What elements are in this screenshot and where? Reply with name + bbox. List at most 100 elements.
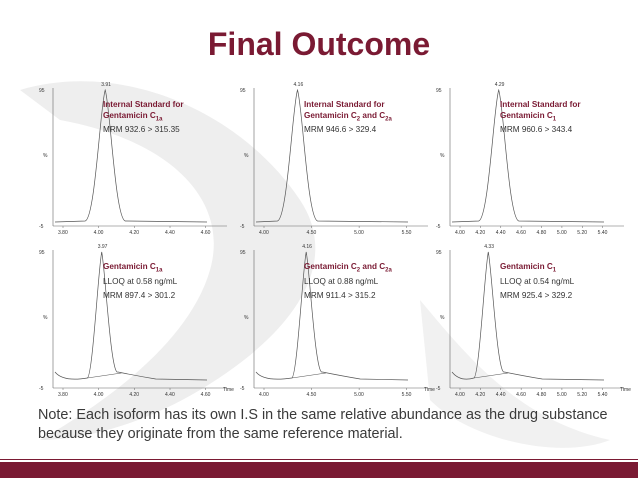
x-axis-label: Time bbox=[620, 387, 631, 393]
y-tick-top: 95 bbox=[39, 250, 45, 256]
caption-detail: MRM 946.6 > 329.4 bbox=[304, 125, 377, 134]
x-tick-label: 4.00 bbox=[259, 230, 269, 236]
x-tick-label: 4.20 bbox=[475, 392, 485, 398]
x-tick-label: 4.00 bbox=[259, 392, 269, 398]
caption-compound: Gentamicin C bbox=[500, 262, 553, 271]
x-tick-label: 4.40 bbox=[496, 392, 506, 398]
panel-caption: Gentamicin C1 LLOQ at 0.54 ng/mL MRM 925… bbox=[500, 262, 632, 302]
integration-baseline bbox=[473, 372, 509, 379]
integration-baseline bbox=[87, 372, 122, 379]
caption-subscript: 2 bbox=[356, 116, 361, 123]
chromatogram-plot: 95% -5 4.00 4.50 5.00 5.50 Time 4.16 bbox=[240, 244, 435, 398]
y-tick-bottom: -5 bbox=[39, 224, 44, 230]
peak-label: 4.16 bbox=[302, 244, 312, 250]
x-tick-label: 5.00 bbox=[557, 230, 567, 236]
x-tick-label: 5.20 bbox=[577, 230, 587, 236]
x-tick-label: 5.50 bbox=[402, 392, 412, 398]
panel-caption: Internal Standard for Gentamicin C1 MRM … bbox=[500, 100, 632, 136]
panel-caption: Gentamicin C2 and C2a LLOQ at 0.88 ng/mL… bbox=[304, 262, 436, 302]
chromatogram-panel: 95% -5 4.00 4.50 5.00 5.50 Time 4.16 Gentamicin… bbox=[236, 238, 436, 398]
chromatogram-trace bbox=[255, 88, 409, 223]
chromatogram-trace bbox=[451, 251, 605, 381]
caption-subscript: 1 bbox=[552, 267, 557, 274]
chromatogram-panel: 95% -5 4.00 4.20 4.40 4.60 4.80 5.00 5.20 5.40 4.2… bbox=[432, 76, 632, 236]
panel-caption-title: Gentamicin C2 and C2a bbox=[304, 262, 436, 274]
chromatogram-trace bbox=[255, 251, 409, 381]
x-tick-label: 4.00 bbox=[94, 230, 104, 236]
caption-compound: Gentamicin C bbox=[103, 262, 156, 271]
x-tick-label: 4.60 bbox=[516, 230, 526, 236]
x-tick-label: 4.40 bbox=[165, 392, 175, 398]
caption-line-2: Gentamicin C1 bbox=[500, 262, 632, 274]
y-tick-bottom: -5 bbox=[436, 386, 441, 392]
caption-compound-and: and C bbox=[360, 262, 386, 271]
y-tick-top: 95 bbox=[39, 88, 45, 94]
chromatogram-plot: 95% -5 4.00 4.50 5.00 5.50 4.16 bbox=[240, 82, 428, 236]
panel-caption: Gentamicin C1a LLOQ at 0.58 ng/mL MRM 89… bbox=[103, 262, 235, 302]
y-tick-bottom: -5 bbox=[39, 386, 44, 392]
caption-compound: Gentamicin C bbox=[304, 110, 357, 120]
x-tick-label: 5.50 bbox=[402, 230, 412, 236]
caption-detail: MRM 932.6 > 315.35 bbox=[103, 125, 180, 134]
footer-divider bbox=[0, 459, 638, 460]
y-axis-label: % bbox=[440, 315, 445, 321]
x-tick-label: 4.20 bbox=[129, 230, 139, 236]
chromatogram-panel: 95% -5 3.80 4.00 4.20 4.40 4.60 Time 3.97 Gentam… bbox=[35, 238, 235, 398]
panel-caption: Internal Standard for Gentamicin C1a MRM… bbox=[103, 100, 235, 136]
chromatogram-trace bbox=[451, 88, 605, 223]
x-tick-label: 4.50 bbox=[307, 230, 317, 236]
caption-line-2: Gentamicin C2 and C2a bbox=[304, 110, 436, 123]
caption-subscript-2: 2a bbox=[385, 267, 392, 274]
x-tick-label: 3.80 bbox=[58, 392, 68, 398]
y-axis-label: % bbox=[43, 315, 48, 321]
caption-line-1: Internal Standard for bbox=[304, 100, 385, 109]
chromatogram-trace bbox=[54, 88, 208, 223]
caption-line-2: Gentamicin C1a bbox=[103, 262, 235, 274]
caption-line-2: Gentamicin C2 and C2a bbox=[304, 262, 436, 274]
x-tick-label: 4.60 bbox=[201, 230, 211, 236]
y-tick-top: 95 bbox=[240, 88, 246, 94]
x-tick-label: 5.00 bbox=[557, 392, 567, 398]
y-axis-label: % bbox=[244, 153, 249, 159]
x-tick-label: 4.50 bbox=[307, 392, 317, 398]
chromatogram-plot: 95% -5 3.80 4.00 4.20 4.40 4.60 Time 3.97 bbox=[39, 244, 234, 398]
panel-caption-title: Internal Standard for Gentamicin C1a bbox=[103, 100, 235, 123]
x-tick-label: 4.80 bbox=[537, 230, 547, 236]
chromatogram-plot: 95% -5 3.80 4.00 4.20 4.40 4.60 3.91 bbox=[39, 82, 227, 236]
caption-line-2: Gentamicin C1 bbox=[500, 110, 632, 123]
caption-compound: Gentamicin C bbox=[103, 110, 156, 120]
chromatogram-panel: 95% -5 3.80 4.00 4.20 4.40 4.60 3.91 Internal S… bbox=[35, 76, 235, 236]
caption-detail: MRM 925.4 > 329.2 bbox=[500, 291, 573, 300]
caption-lloq: LLOQ at 0.88 ng/mL bbox=[304, 276, 379, 286]
caption-subscript: 1 bbox=[552, 116, 557, 123]
footnote: Note: Each isoform has its own I.S in th… bbox=[38, 407, 608, 442]
caption-line-2: Gentamicin C1a bbox=[103, 110, 235, 123]
y-axis-label: % bbox=[440, 153, 445, 159]
caption-detail: MRM 960.6 > 343.4 bbox=[500, 125, 573, 134]
x-tick-label: 5.20 bbox=[577, 392, 587, 398]
x-tick-label: 5.00 bbox=[354, 230, 364, 236]
caption-detail: MRM 897.4 > 301.2 bbox=[103, 291, 176, 300]
peak-label: 4.16 bbox=[294, 82, 304, 88]
x-tick-label: 5.00 bbox=[354, 392, 364, 398]
caption-subscript: 1a bbox=[155, 116, 163, 123]
x-axis-label: Time bbox=[424, 387, 435, 393]
x-tick-label: 4.00 bbox=[455, 230, 465, 236]
integration-baseline bbox=[291, 372, 327, 379]
y-axis-label: % bbox=[244, 315, 249, 321]
footer-bar bbox=[0, 462, 638, 478]
y-tick-bottom: -5 bbox=[240, 386, 245, 392]
y-tick-top: 95 bbox=[436, 88, 442, 94]
caption-lloq: LLOQ at 0.54 ng/mL bbox=[500, 276, 575, 286]
caption-compound: Gentamicin C bbox=[500, 110, 553, 120]
x-tick-label: 4.20 bbox=[129, 392, 139, 398]
x-tick-label: 3.80 bbox=[58, 230, 68, 236]
x-tick-label: 5.40 bbox=[598, 230, 608, 236]
panel-caption-title: Gentamicin C1 bbox=[500, 262, 632, 274]
chromatogram-trace bbox=[54, 251, 208, 381]
page-title: Final Outcome bbox=[207, 26, 431, 62]
panel-caption-title: Internal Standard for Gentamicin C1 bbox=[500, 100, 632, 123]
caption-line-1: Internal Standard for bbox=[103, 100, 184, 109]
